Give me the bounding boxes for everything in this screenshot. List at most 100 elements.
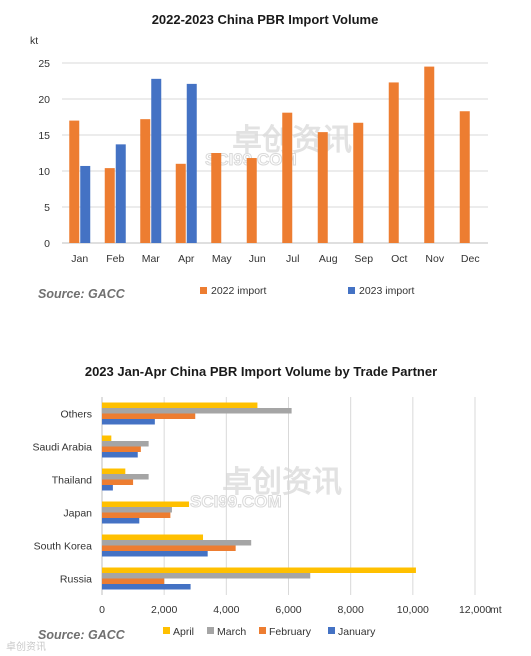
legend-swatch-february xyxy=(259,627,266,634)
bar-2022-import-jul xyxy=(282,112,293,244)
legend-label-april: April xyxy=(173,626,194,638)
category-label: Russia xyxy=(60,574,92,586)
bar-march-russia xyxy=(102,573,311,579)
bar-february-saudi-arabia xyxy=(102,446,141,452)
category-label: South Korea xyxy=(34,541,93,553)
bar-march-south-korea xyxy=(102,540,252,546)
bar-february-russia xyxy=(102,578,165,584)
bar-april-thailand xyxy=(102,468,126,474)
x-tick-label: 12,000 xyxy=(459,604,491,616)
monthly-import-chart: 2022-2023 China PBR Import Volume kt 卓创资… xyxy=(30,12,488,301)
bar-2022-import-dec xyxy=(459,111,470,244)
legend-label-2023: 2023 import xyxy=(359,285,415,297)
y-tick-label: 15 xyxy=(38,130,50,142)
bar-2022-import-oct xyxy=(388,82,399,243)
chart1-source: Source: GACC xyxy=(38,287,126,301)
x-tick-label: Oct xyxy=(391,253,407,265)
bar-january-others xyxy=(102,419,155,425)
bar-march-thailand xyxy=(102,474,149,480)
x-tick-label: Jan xyxy=(71,253,88,265)
legend-swatch-january xyxy=(328,627,335,634)
bar-january-russia xyxy=(102,584,191,590)
bar-2022-import-jun xyxy=(246,158,257,243)
bar-april-others xyxy=(102,402,258,408)
bar-january-thailand xyxy=(102,485,113,491)
footer-watermark: 卓创资讯 xyxy=(6,640,46,653)
chart1-gridlines xyxy=(62,62,488,244)
x-tick-label: Sep xyxy=(354,253,373,265)
chart2-unit: mt xyxy=(490,604,502,616)
bar-2023-import-mar xyxy=(151,78,162,243)
bar-january-south-korea xyxy=(102,551,208,557)
legend-label-february: February xyxy=(269,626,312,638)
bar-2022-import-mar xyxy=(140,119,151,243)
chart2-title: 2023 Jan-Apr China PBR Import Volume by … xyxy=(85,364,437,379)
x-tick-label: 2,000 xyxy=(151,604,177,616)
x-tick-label: 4,000 xyxy=(213,604,239,616)
bar-2022-import-may xyxy=(211,153,222,243)
x-tick-label: 0 xyxy=(99,604,105,616)
category-label: Saudi Arabia xyxy=(32,442,92,454)
bar-april-russia xyxy=(102,567,416,573)
legend-label-2022: 2022 import xyxy=(211,285,267,297)
trade-partner-chart: 2023 Jan-Apr China PBR Import Volume by … xyxy=(6,364,502,653)
x-tick-label: Jul xyxy=(286,253,299,265)
bar-february-japan xyxy=(102,512,171,518)
legend-label-january: January xyxy=(338,626,376,638)
chart1-legend: 2022 import 2023 import xyxy=(200,285,415,297)
bar-2022-import-sep xyxy=(353,122,364,243)
legend-swatch-2023 xyxy=(348,287,355,294)
bar-february-south-korea xyxy=(102,545,236,551)
bar-march-others xyxy=(102,408,292,414)
bar-2023-import-jan xyxy=(80,165,91,243)
bar-2022-import-jan xyxy=(69,120,80,243)
bar-february-thailand xyxy=(102,479,134,485)
y-tick-label: 0 xyxy=(44,238,50,250)
chart2-x-tick-labels: 0 2,000 4,000 6,000 8,000 10,000 12,000 xyxy=(99,604,491,616)
legend-swatch-march xyxy=(207,627,214,634)
bar-april-saudi-arabia xyxy=(102,435,112,441)
bar-january-saudi-arabia xyxy=(102,452,138,458)
bar-march-japan xyxy=(102,507,172,513)
watermark: 卓创资讯 SCI99.COM xyxy=(190,466,343,512)
chart2-category-labels: Russia South Korea Japan Thailand Saudi Arab… xyxy=(32,409,92,586)
x-tick-label: Nov xyxy=(425,253,444,265)
legend-swatch-2022 xyxy=(200,287,207,294)
chart2-source: Source: GACC xyxy=(38,628,126,642)
watermark-en: SCI99.COM xyxy=(190,492,282,511)
chart2-bars xyxy=(102,402,416,590)
bar-april-japan xyxy=(102,501,190,507)
chart1-title: 2022-2023 China PBR Import Volume xyxy=(152,12,379,27)
category-label: Others xyxy=(60,409,92,421)
x-tick-label: 10,000 xyxy=(397,604,429,616)
legend-swatch-april xyxy=(163,627,170,634)
bar-february-others xyxy=(102,413,196,419)
bar-2023-import-feb xyxy=(115,144,126,243)
bar-april-south-korea xyxy=(102,534,204,540)
x-tick-label: Apr xyxy=(178,253,195,265)
x-tick-label: Jun xyxy=(249,253,266,265)
y-tick-label: 5 xyxy=(44,202,50,214)
bar-2022-import-apr xyxy=(175,163,186,243)
chart1-x-tick-labels: Jan Feb Mar Apr May Jun Jul Aug Sep Oct Nov Dec xyxy=(71,253,479,265)
legend-label-march: March xyxy=(217,626,246,638)
bar-2022-import-nov xyxy=(424,66,435,243)
chart1-bars xyxy=(69,66,470,244)
bar-2022-import-aug xyxy=(317,132,328,243)
bar-march-saudi-arabia xyxy=(102,441,149,447)
chart1-y-tick-labels: 0 5 10 15 20 25 xyxy=(38,58,50,250)
x-tick-label: 6,000 xyxy=(275,604,301,616)
x-tick-label: Dec xyxy=(461,253,480,265)
chart2-gridlines xyxy=(101,397,476,595)
category-label: Thailand xyxy=(52,475,92,487)
watermark: 卓创资讯 SCI99.COM xyxy=(205,124,353,170)
y-tick-label: 25 xyxy=(38,58,50,70)
bar-2022-import-feb xyxy=(104,168,115,243)
x-tick-label: Feb xyxy=(106,253,124,265)
x-tick-label: Aug xyxy=(319,253,338,265)
x-tick-label: May xyxy=(212,253,233,265)
bar-2023-import-apr xyxy=(186,83,197,243)
chart2-legend: April March February January xyxy=(163,626,376,638)
chart1-unit: kt xyxy=(30,35,38,47)
x-tick-label: 8,000 xyxy=(338,604,364,616)
